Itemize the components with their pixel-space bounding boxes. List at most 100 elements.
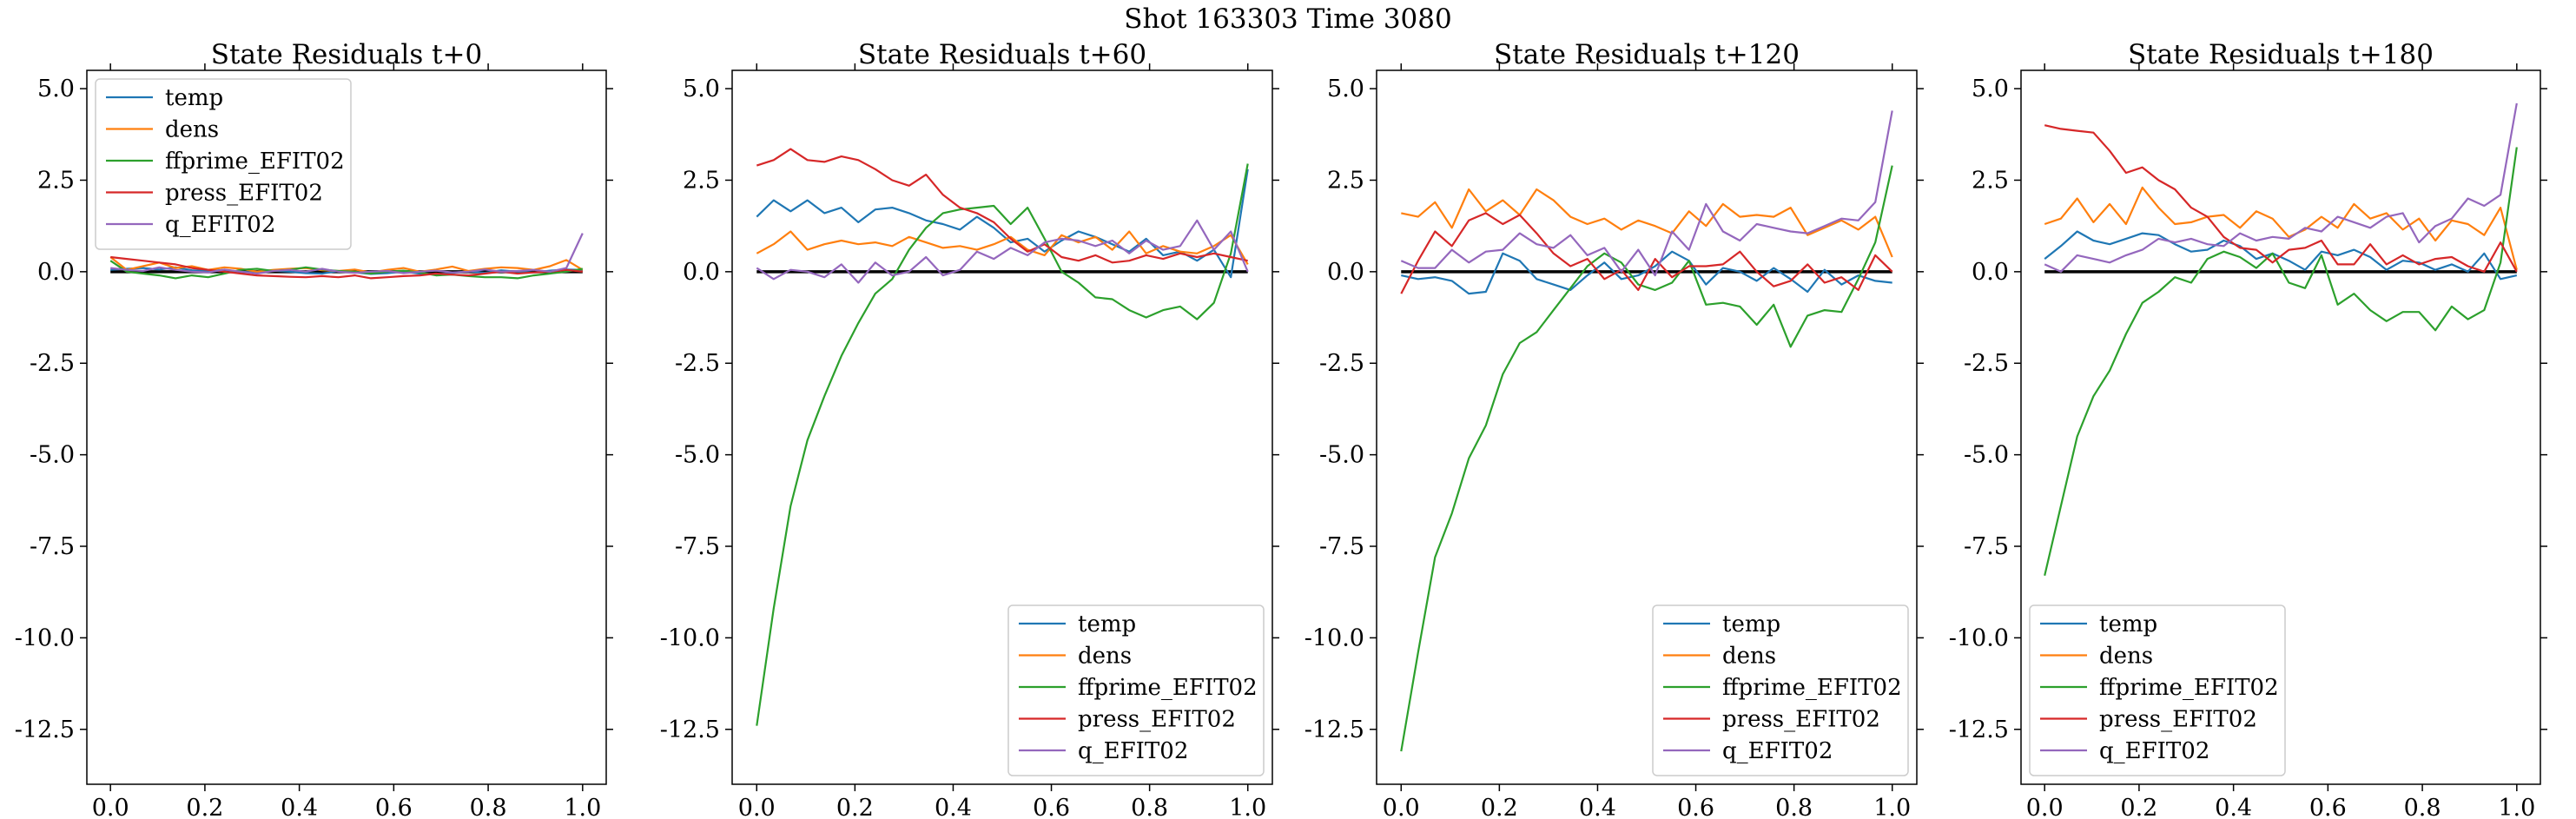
series-line-q-efit02 xyxy=(2044,102,2518,273)
y-tick-label: -10.0 xyxy=(660,624,720,651)
y-tick-label: 2.5 xyxy=(1972,167,2009,194)
x-tick-label: 0.4 xyxy=(281,795,318,819)
legend-label: press_EFIT02 xyxy=(165,181,323,207)
x-tick-label: 0.2 xyxy=(1481,795,1518,819)
y-tick-label: 0.0 xyxy=(683,259,720,286)
y-tick-label: 5.0 xyxy=(683,76,720,102)
chart-panel-3: State Residuals t+180 5.0 2.5 0.0 -2.5 -5.0 -7… xyxy=(1949,39,2547,819)
legend: temp dens ffprime_EFIT02 press_EFIT02 q_EFIT… xyxy=(95,78,352,250)
legend-label: q_EFIT02 xyxy=(1078,738,1188,764)
series-line-q-efit02 xyxy=(110,233,584,275)
x-tick-label: 0.0 xyxy=(738,795,776,819)
legend-label: q_EFIT02 xyxy=(165,212,275,238)
x-tick-label: 0.8 xyxy=(1131,795,1168,819)
series-line-dens xyxy=(2044,186,2518,270)
x-tick-label: 0.0 xyxy=(2026,795,2064,819)
x-tick-label: 0.4 xyxy=(935,795,972,819)
series-line-temp xyxy=(756,168,1249,279)
y-tick-label: -5.0 xyxy=(30,442,75,469)
x-tick-label: 0.0 xyxy=(92,795,129,819)
series-line-press-efit02 xyxy=(2044,124,2518,273)
x-tick-label: 0.6 xyxy=(1677,795,1714,819)
y-tick-label: 0.0 xyxy=(1972,259,2009,286)
legend-label: ffprime_EFIT02 xyxy=(1722,675,1902,701)
series-line-q-efit02 xyxy=(756,219,1249,284)
chart-title: State Residuals t+120 xyxy=(1494,39,1800,70)
y-tick-label: -12.5 xyxy=(1949,717,2009,743)
legend-label: dens xyxy=(1722,644,1776,670)
legend-label: temp xyxy=(165,85,223,111)
x-tick-label: 1.0 xyxy=(1229,795,1266,819)
x-tick-label: 0.8 xyxy=(470,795,507,819)
x-tick-label: 0.2 xyxy=(836,795,874,819)
legend-box xyxy=(2029,604,2286,776)
legend-label: temp xyxy=(1722,611,1780,637)
y-tick-label: 5.0 xyxy=(37,76,75,102)
series-line-dens xyxy=(1401,188,1893,258)
y-tick-label: -7.5 xyxy=(1319,533,1364,560)
legend-label: dens xyxy=(165,117,219,143)
chart-title: State Residuals t+0 xyxy=(211,39,482,70)
y-tick-label: -10.0 xyxy=(1949,624,2009,651)
x-tick-label: 1.0 xyxy=(564,795,601,819)
legend-box xyxy=(1652,604,1909,776)
x-tick-label: 0.2 xyxy=(2120,795,2157,819)
legend: temp dens ffprime_EFIT02 press_EFIT02 q_EFIT… xyxy=(1652,604,1909,776)
series-line-ffprime-efit02 xyxy=(2044,147,2518,576)
axes-frame xyxy=(2020,69,2541,785)
chart-panel-0: State Residuals t+0 5.0 2.5 0.0 -2.5 -5.0 -7.5… xyxy=(15,39,613,819)
y-tick-label: -5.0 xyxy=(675,442,720,469)
x-tick-label: 1.0 xyxy=(1873,795,1911,819)
series-line-temp xyxy=(1401,250,1892,295)
series-line-ffprime-efit02 xyxy=(756,163,1249,726)
x-tick-label: 0.6 xyxy=(2309,795,2347,819)
legend-label: press_EFIT02 xyxy=(2099,707,2257,733)
x-tick-label: 0.4 xyxy=(2215,795,2252,819)
x-tick-label: 0.8 xyxy=(2404,795,2441,819)
legend-label: ffprime_EFIT02 xyxy=(2099,675,2279,701)
x-tick-label: 0.2 xyxy=(186,795,223,819)
legend-label: q_EFIT02 xyxy=(2099,738,2209,764)
y-tick-label: 2.5 xyxy=(37,167,75,194)
legend-label: ffprime_EFIT02 xyxy=(165,149,345,175)
chart-panel-1: State Residuals t+60 5.0 2.5 0.0 -2.5 -5.0 -7.… xyxy=(660,39,1279,819)
y-tick-label: -5.0 xyxy=(1319,442,1364,469)
y-tick-label: 0.0 xyxy=(37,259,75,286)
x-tick-label: 0.0 xyxy=(1383,795,1420,819)
x-tick-label: 0.8 xyxy=(1775,795,1813,819)
y-tick-label: -5.0 xyxy=(1964,442,2009,469)
y-tick-label: -7.5 xyxy=(1964,533,2009,560)
y-tick-label: -12.5 xyxy=(660,717,720,743)
series-line-dens xyxy=(756,230,1249,265)
legend-label: temp xyxy=(2099,611,2157,637)
y-tick-label: 5.0 xyxy=(1972,76,2009,102)
y-tick-label: 5.0 xyxy=(1327,76,1364,102)
legend-box xyxy=(1007,604,1265,776)
series-line-ffprime-efit02 xyxy=(1400,165,1893,752)
legend-label: press_EFIT02 xyxy=(1722,707,1880,733)
legend: temp dens ffprime_EFIT02 press_EFIT02 q_EFIT… xyxy=(2029,604,2286,776)
chart-title: State Residuals t+60 xyxy=(858,39,1146,70)
figure-suptitle: Shot 163303 Time 3080 xyxy=(1124,3,1451,35)
y-tick-label: -7.5 xyxy=(30,533,75,560)
legend-label: dens xyxy=(2099,644,2153,670)
y-tick-label: -2.5 xyxy=(1319,350,1364,377)
y-tick-label: -12.5 xyxy=(15,717,75,743)
y-tick-label: -10.0 xyxy=(15,624,75,651)
legend-label: ffprime_EFIT02 xyxy=(1078,675,1258,701)
legend-label: temp xyxy=(1078,611,1136,637)
legend-label: dens xyxy=(1078,644,1132,670)
y-tick-label: -2.5 xyxy=(675,350,720,377)
series-line-q-efit02 xyxy=(1400,110,1893,277)
y-tick-label: -12.5 xyxy=(1305,717,1364,743)
axes-frame xyxy=(731,69,1273,785)
legend-box xyxy=(95,78,352,250)
y-tick-label: 2.5 xyxy=(683,167,720,194)
legend: temp dens ffprime_EFIT02 press_EFIT02 q_EFIT… xyxy=(1007,604,1265,776)
x-tick-label: 0.6 xyxy=(1033,795,1070,819)
axes-frame xyxy=(86,69,607,785)
y-tick-label: -7.5 xyxy=(675,533,720,560)
y-tick-label: 0.0 xyxy=(1327,259,1364,286)
legend-label: press_EFIT02 xyxy=(1078,707,1236,733)
